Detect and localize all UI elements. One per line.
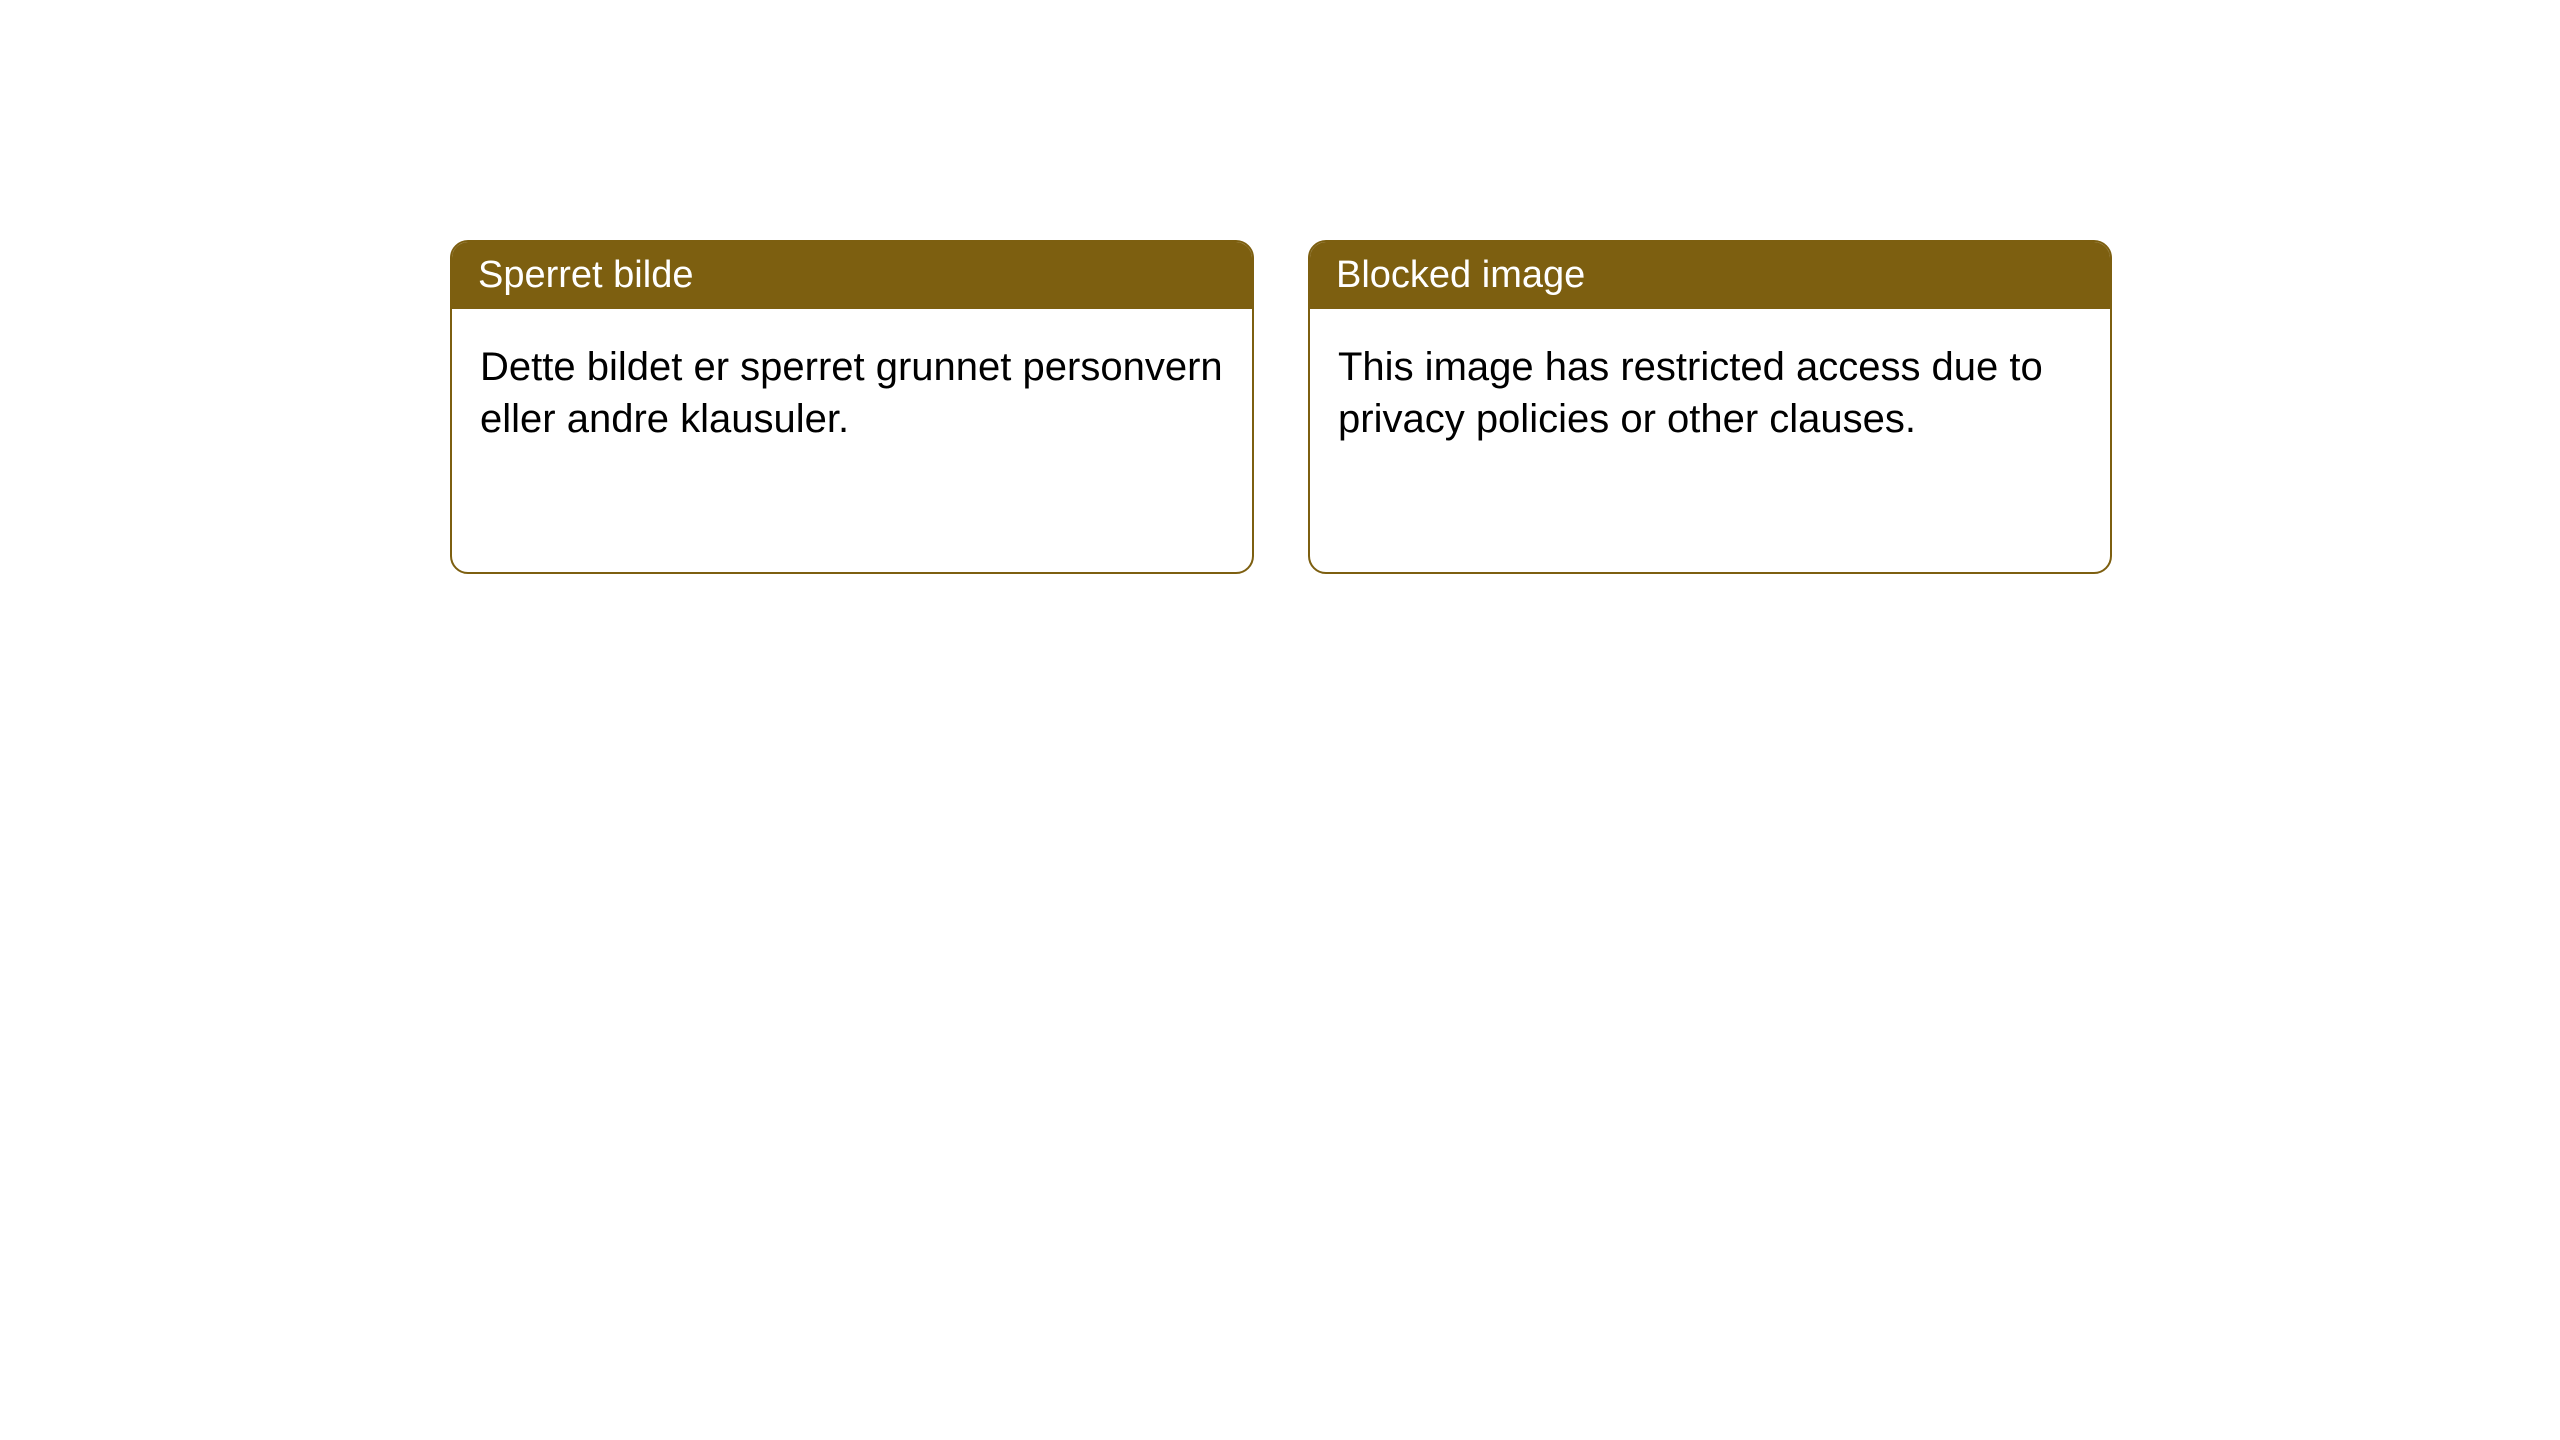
- card-body-text: This image has restricted access due to …: [1338, 345, 2043, 441]
- card-title: Sperret bilde: [478, 254, 693, 296]
- card-header: Blocked image: [1310, 242, 2110, 309]
- card-body: Dette bildet er sperret grunnet personve…: [452, 309, 1252, 477]
- card-body-text: Dette bildet er sperret grunnet personve…: [480, 345, 1223, 441]
- notice-card-english: Blocked image This image has restricted …: [1308, 240, 2112, 574]
- card-title: Blocked image: [1336, 254, 1585, 296]
- card-body: This image has restricted access due to …: [1310, 309, 2110, 477]
- notice-cards-container: Sperret bilde Dette bildet er sperret gr…: [450, 240, 2112, 574]
- notice-card-norwegian: Sperret bilde Dette bildet er sperret gr…: [450, 240, 1254, 574]
- card-header: Sperret bilde: [452, 242, 1252, 309]
